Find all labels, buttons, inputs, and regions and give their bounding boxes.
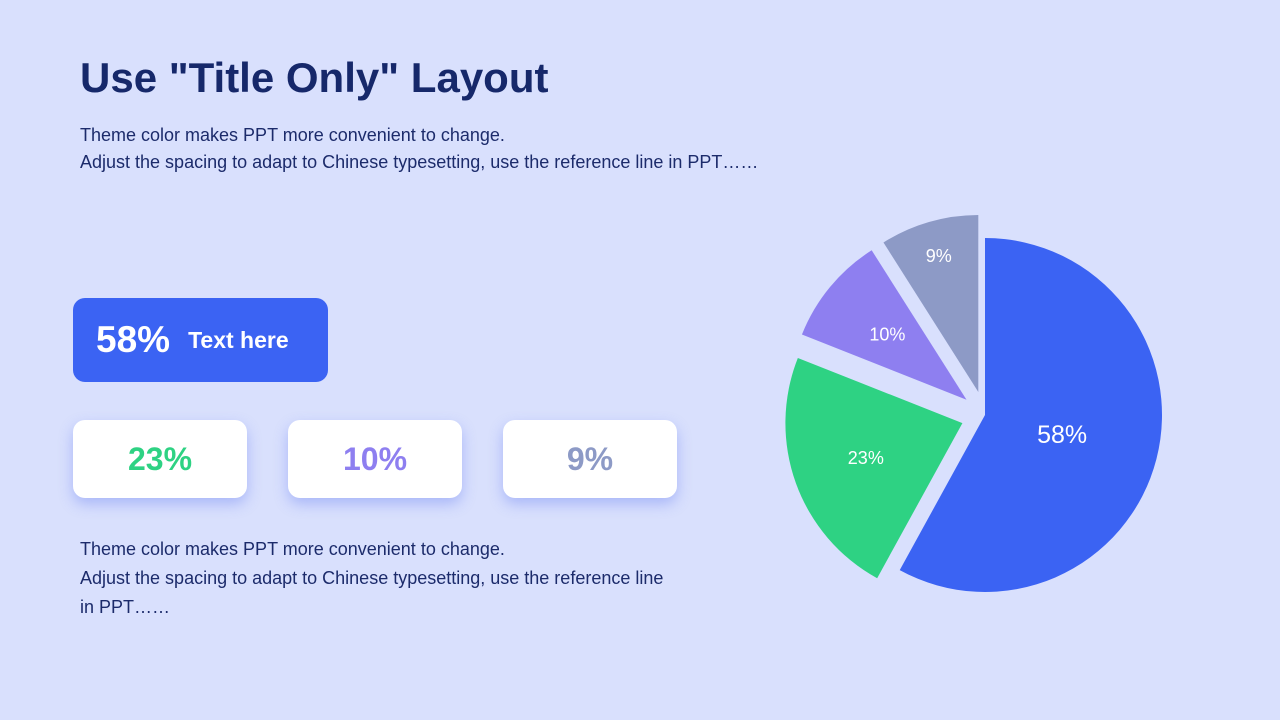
highlight-card: 58% Text here xyxy=(73,298,328,382)
highlight-card-label: Text here xyxy=(188,326,289,353)
stat-card-gray: 9% xyxy=(503,420,677,498)
body-text-line-1: Theme color makes PPT more convenient to… xyxy=(80,539,505,559)
pie-slice-4 xyxy=(883,214,979,392)
pie-slice-3 xyxy=(801,250,967,400)
pie-label-2: 23% xyxy=(848,448,884,468)
subtitle-line-2: Adjust the spacing to adapt to Chinese t… xyxy=(80,152,759,172)
body-text: Theme color makes PPT more convenient to… xyxy=(80,535,680,622)
pie-label-4: 9% xyxy=(926,246,952,266)
pie-label-3: 10% xyxy=(869,324,905,344)
body-text-line-2: Adjust the spacing to adapt to Chinese t… xyxy=(80,568,664,617)
pie-slice-1 xyxy=(899,238,1162,592)
pie-slice-2 xyxy=(785,357,963,579)
pie-label-1: 58% xyxy=(1037,421,1087,449)
subtitle-line-1: Theme color makes PPT more convenient to… xyxy=(80,125,505,145)
slide-title: Use "Title Only" Layout xyxy=(80,54,549,101)
stat-card-purple: 10% xyxy=(288,420,462,498)
highlight-card-value: 58% xyxy=(96,319,171,360)
subtitle: Theme color makes PPT more convenient to… xyxy=(80,122,758,176)
stat-card-green: 23% xyxy=(73,420,247,498)
